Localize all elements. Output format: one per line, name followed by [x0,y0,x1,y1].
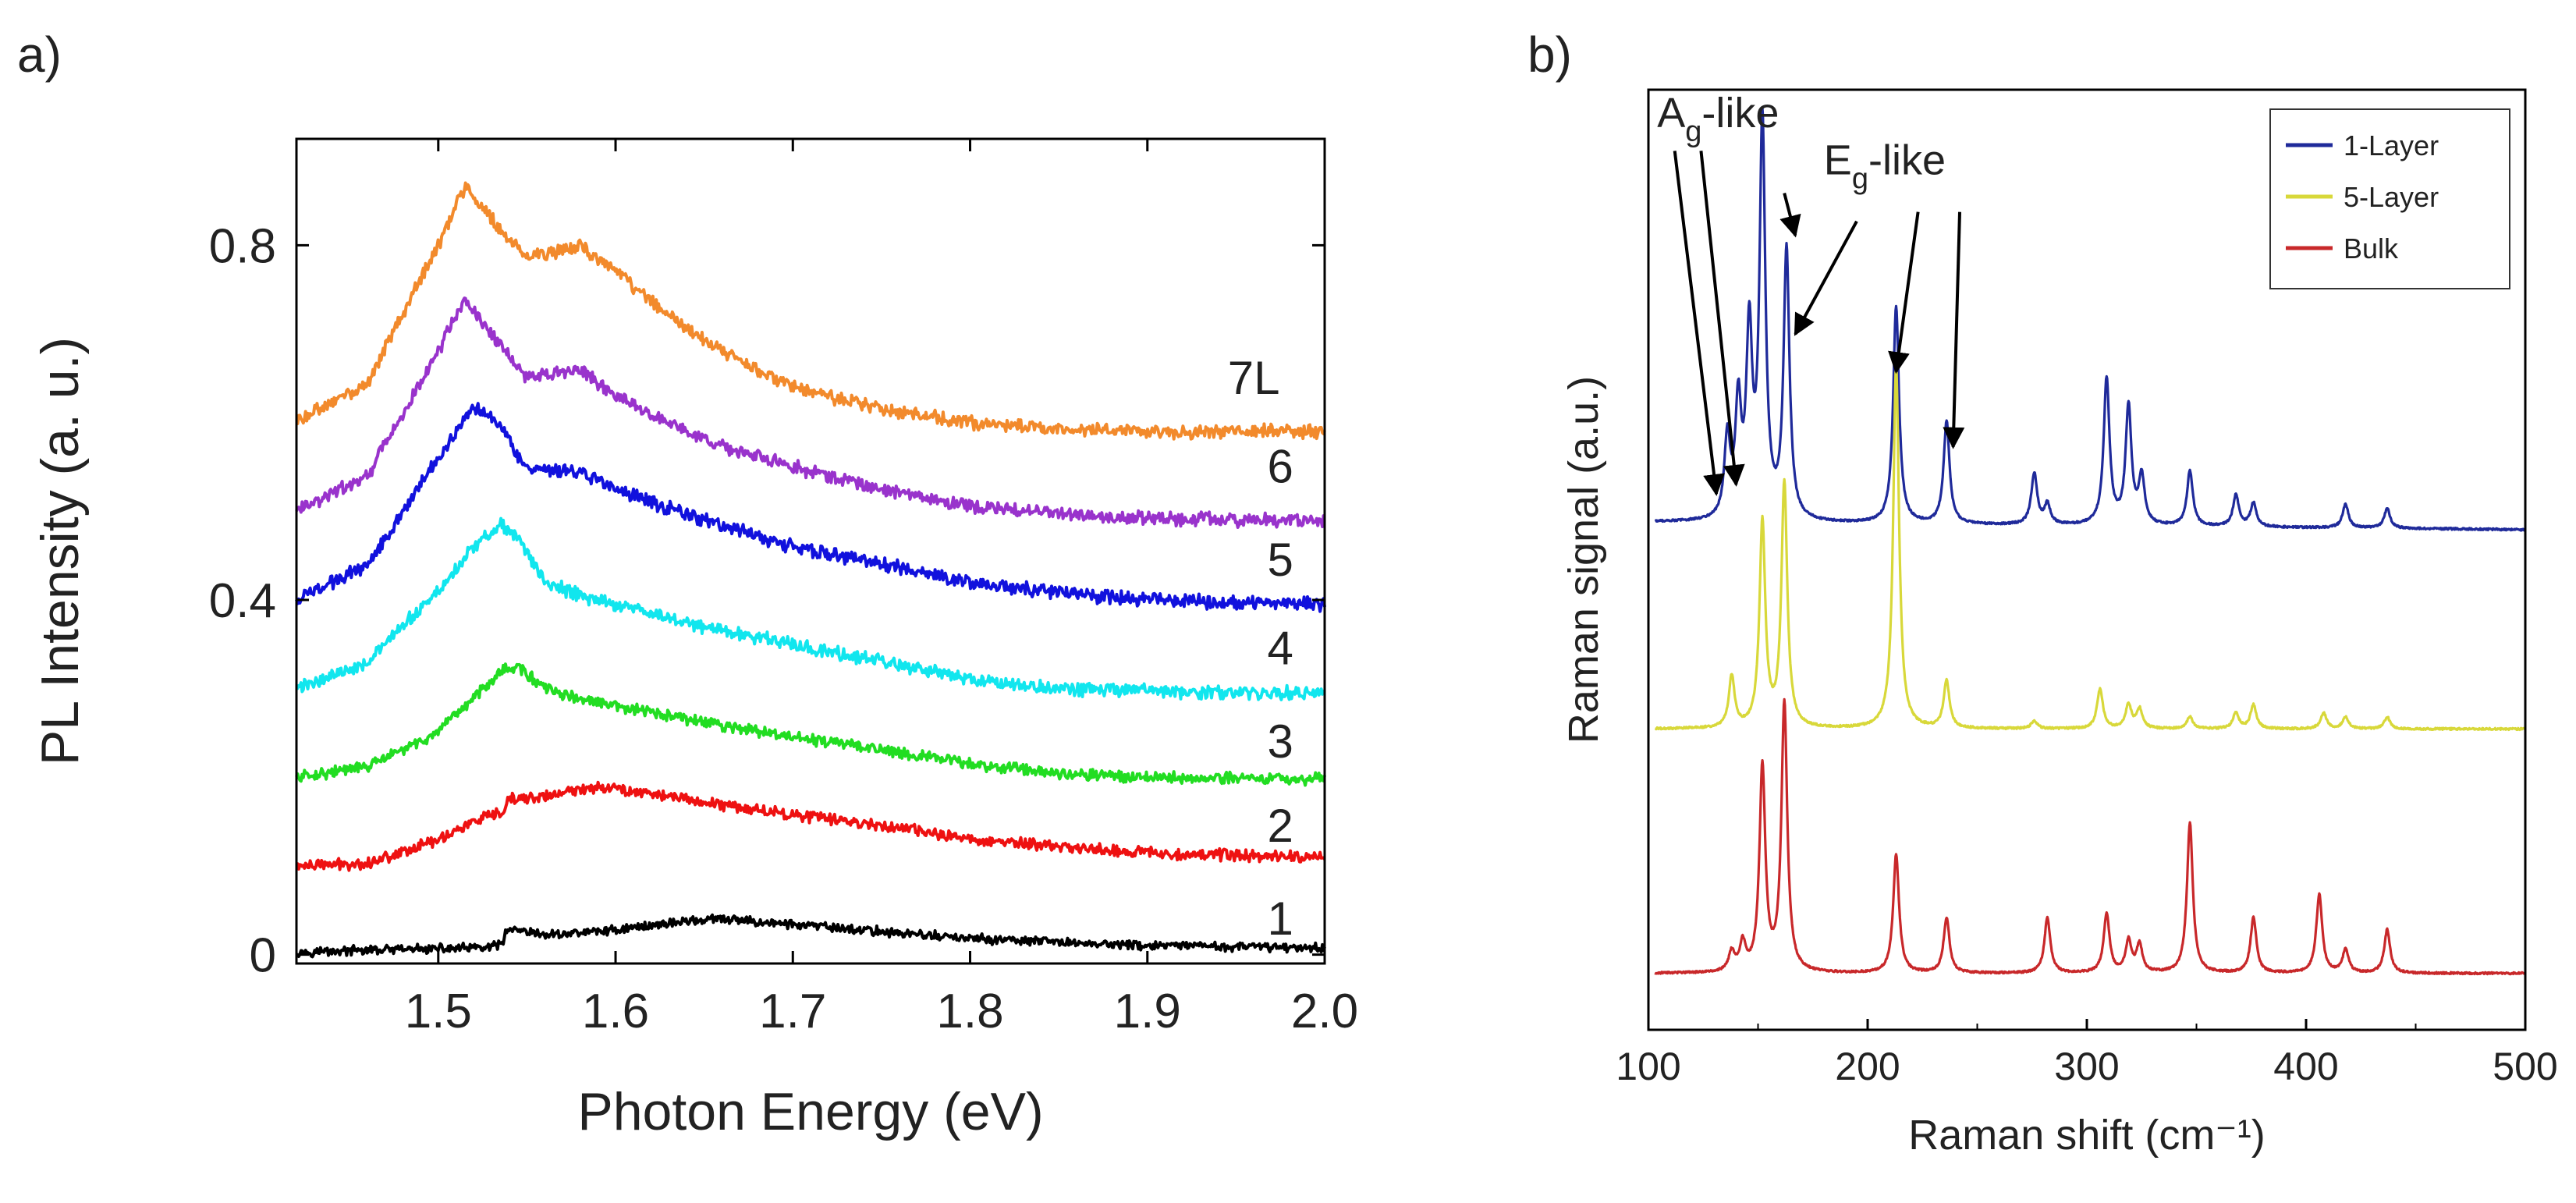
annotation-main: E [1824,137,1852,183]
pl-series-line [295,662,1326,787]
legend-box [2269,108,2510,289]
y-tick-label: 0.8 [209,219,276,273]
layer-label: 4 [1268,623,1293,675]
x-tick-label: 1.6 [582,985,649,1038]
layer-label: 7L [1228,352,1280,404]
x-tick-label: 1.5 [405,985,472,1038]
x-tick-label: 1.9 [1114,985,1181,1038]
pl-series-line [295,402,1326,613]
x-tick-label: 400 [2273,1045,2338,1088]
raman-series-line [1654,364,2527,732]
annotation-suffix: -like [1701,90,1779,137]
peak-annotation: Eg-like [1824,137,1946,195]
peak-arrow [1699,151,1745,487]
x-tick-label: 2.0 [1291,985,1358,1038]
pl-series-line [296,516,1326,701]
x-axis-label: Photon Energy (eV) [577,1082,1043,1141]
x-axis-label: Raman shift (cm⁻¹) [1908,1112,2266,1159]
pl-series-line [295,296,1325,529]
pl-series-line [295,181,1326,441]
y-axis-label: PL Intensity (a. u.) [30,337,90,765]
panel-b-label: b) [1528,27,1572,83]
raman-series-line [1654,697,2526,976]
x-tick-label: 1.7 [759,985,826,1038]
raman-series-line [1654,106,2527,532]
y-tick-label: 0.4 [209,574,276,628]
annotation-subscript: g [1685,115,1701,148]
x-tick-label: 1.8 [936,985,1003,1038]
y-tick-label: 0 [250,929,276,983]
peak-arrow [1794,220,1858,336]
peak-arrow [1779,193,1801,238]
pl-series-line [296,913,1326,959]
peak-annotation: Ag-like [1657,90,1779,148]
plot-frame [295,137,1326,965]
peak-arrow [1888,211,1920,374]
pl-series-line [295,780,1326,872]
x-tick-label: 100 [1616,1045,1680,1088]
legend-label: 1-Layer [2344,130,2439,161]
peak-arrow [1673,151,1725,496]
annotation-main: A [1657,90,1685,137]
layer-label: 5 [1268,534,1293,586]
raman-chart: 100 200 300 400 500 Raman shift (cm⁻¹) Raman s… [1560,88,2558,1159]
peak-arrow [1943,211,1965,449]
legend-label: 5-Layer [2344,181,2439,213]
layer-label: 6 [1268,441,1293,493]
panel-a-label: a) [17,27,62,83]
x-tick-label: 300 [2054,1045,2119,1088]
layer-label: 3 [1268,715,1293,768]
legend-label: Bulk [2344,232,2399,264]
y-axis-label: Raman signal (a.u.) [1560,376,1607,743]
x-tick-label: 500 [2493,1045,2557,1088]
x-tick-label: 200 [1835,1045,1900,1088]
layer-label: 1 [1268,892,1293,945]
layer-label: 2 [1268,800,1293,852]
pl-chart: 1.5 1.6 1.7 1.8 1.9 2.0 0 0.4 0.8 Photon Energy (… [30,137,1358,1141]
annotation-subscript: g [1852,162,1868,195]
annotation-suffix: -like [1868,137,1946,183]
